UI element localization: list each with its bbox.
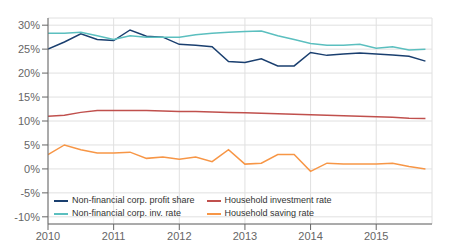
svg-text:-5%: -5% bbox=[20, 187, 40, 199]
svg-text:-10%: -10% bbox=[14, 211, 40, 223]
svg-text:2013: 2013 bbox=[233, 230, 257, 242]
svg-text:20%: 20% bbox=[18, 67, 40, 79]
html-text:Non-financial corp. profit sha: Non-financial corp. profit share bbox=[72, 195, 195, 205]
svg-text:0%: 0% bbox=[24, 163, 40, 175]
svg-text:2010: 2010 bbox=[36, 230, 60, 242]
svg-text:25%: 25% bbox=[18, 43, 40, 55]
html-text:Household saving rate: Household saving rate bbox=[224, 208, 315, 218]
svg-text:2015: 2015 bbox=[364, 230, 388, 242]
svg-text:2014: 2014 bbox=[298, 230, 322, 242]
svg-text:2012: 2012 bbox=[167, 230, 191, 242]
html-text:Household investment rate: Household investment rate bbox=[224, 195, 332, 205]
svg-text:10%: 10% bbox=[18, 115, 40, 127]
svg-text:2011: 2011 bbox=[102, 230, 126, 242]
html-text:Non-financial corp. inv. rate: Non-financial corp. inv. rate bbox=[72, 208, 181, 218]
svg-text:5%: 5% bbox=[24, 139, 40, 151]
svg-text:30%: 30% bbox=[18, 19, 40, 31]
svg-text:15%: 15% bbox=[18, 91, 40, 103]
